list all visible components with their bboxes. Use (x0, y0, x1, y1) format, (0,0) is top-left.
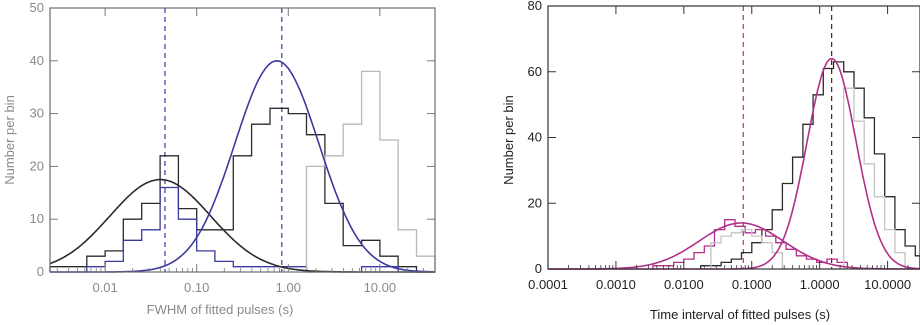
right-chart-histogram (710, 87, 906, 270)
left-chart-ticks: 0.01 0.10 1.00 10.00 0 10 20 30 40 50 (30, 0, 435, 295)
left-chart-series (49, 59, 436, 273)
left-chart-y-tick-label: 30 (30, 106, 44, 121)
right-chart-histogram (700, 61, 920, 269)
right-chart-frame (547, 5, 920, 270)
left-chart-y-tick-label: 20 (30, 158, 44, 173)
right-chart-ticks: 0.0001 0.0010 0.0100 0.1000 1.0000 10.0000 0 20… (528, 0, 920, 292)
left-chart-frame (49, 7, 436, 273)
left-chart-x-tick-label: 0.10 (184, 280, 209, 295)
left-chart-vertical-markers (164, 8, 283, 272)
right-chart-histogram (652, 219, 849, 269)
right-chart-x-tick-label: 1.0000 (800, 277, 840, 292)
right-chart-x-tick-label: 0.1000 (732, 277, 772, 292)
left-chart-y-tick-label: 40 (30, 53, 44, 68)
left-chart-y-tick-label: 10 (30, 211, 44, 226)
left-chart-y-axis-title: Number per bin (2, 95, 17, 185)
right-chart-y-tick-label: 0 (535, 261, 542, 276)
right-chart-y-tick-label: 20 (528, 195, 542, 210)
left-chart-y-tick-label: 0 (37, 264, 44, 279)
right-chart-y-tick-label: 60 (528, 64, 542, 79)
right-chart-y-tick-label: 40 (528, 130, 542, 145)
left-chart-histogram (49, 107, 435, 273)
right-chart-x-tick-label: 0.0001 (528, 277, 568, 292)
right-chart-x-tick-label: 0.0100 (664, 277, 704, 292)
left-chart-x-axis-title: FWHM of fitted pulses (s) (147, 302, 294, 317)
right-chart-x-tick-label: 0.0010 (596, 277, 636, 292)
left-chart-x-tick-label: 10.00 (364, 280, 397, 295)
right-chart-x-tick-label: 10.0000 (864, 277, 911, 292)
left-chart-x-tick-label: 0.01 (92, 280, 117, 295)
left-chart-gaussian-fit (49, 178, 435, 273)
right-chart-vertical-markers (742, 6, 833, 269)
right-chart-series (548, 57, 920, 270)
left-chart-panel: 0.01 0.10 1.00 10.00 0 10 20 30 40 50 FWHM of fit… (2, 0, 436, 317)
left-chart-histogram (50, 186, 435, 273)
right-chart-y-axis-title: Number per bin (501, 95, 516, 185)
right-chart-gaussian-fit (548, 222, 920, 270)
right-chart-y-tick-label: 80 (528, 0, 542, 13)
right-chart-x-axis-title: Time interval of fitted pulses (s) (650, 307, 830, 322)
left-chart-histogram (305, 70, 436, 272)
left-chart-x-tick-label: 1.00 (276, 280, 301, 295)
left-chart-y-tick-label: 50 (30, 0, 44, 15)
right-chart-panel: 0.0001 0.0010 0.0100 0.1000 1.0000 10.0000 0 20… (501, 0, 920, 322)
